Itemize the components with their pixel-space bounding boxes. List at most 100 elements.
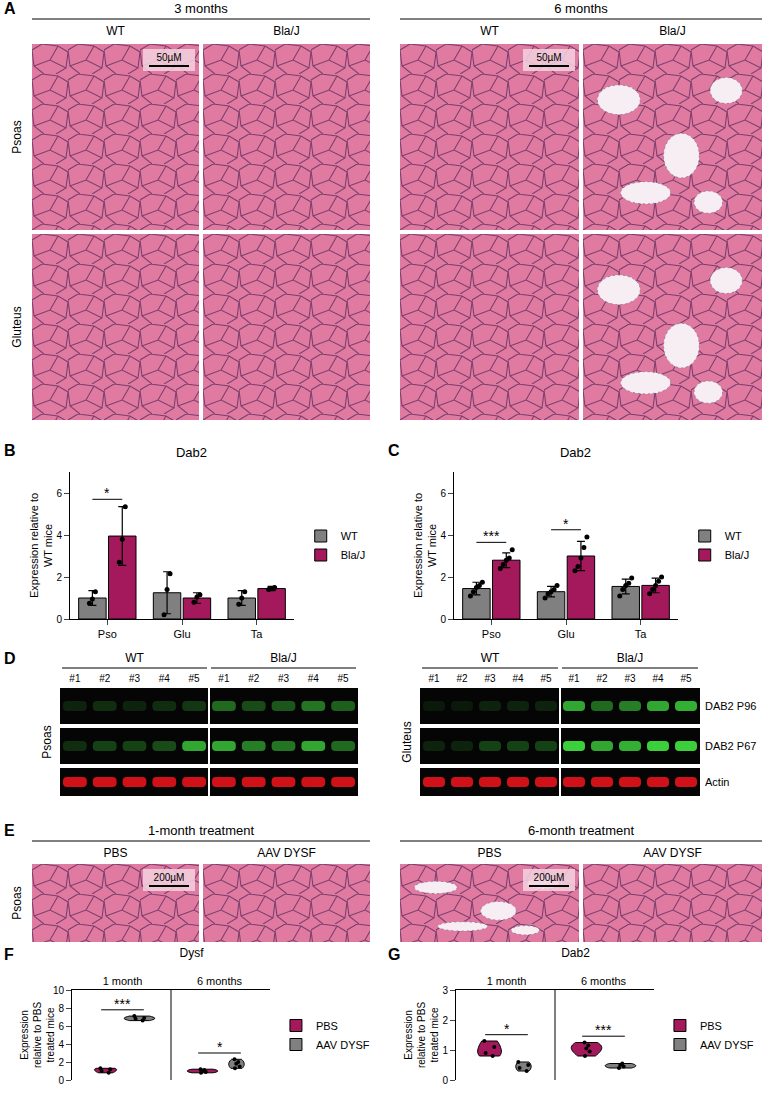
svg-text:0: 0 bbox=[440, 614, 446, 625]
svg-text:6: 6 bbox=[56, 488, 62, 499]
svg-text:Expressionrelative to PBStreat: Expressionrelative to PBStreated mice bbox=[403, 1002, 440, 1068]
svg-text:#1: #1 bbox=[568, 673, 580, 684]
svg-text:4: 4 bbox=[58, 1039, 64, 1050]
svg-text:Bla/J: Bla/J bbox=[341, 549, 365, 561]
svg-text:AAV DYSF: AAV DYSF bbox=[257, 846, 315, 860]
svg-text:#1: #1 bbox=[428, 673, 440, 684]
svg-text:1 month: 1 month bbox=[103, 975, 143, 987]
svg-text:Bla/J: Bla/J bbox=[270, 651, 297, 665]
svg-text:Ta: Ta bbox=[635, 628, 648, 640]
svg-text:#2: #2 bbox=[456, 673, 468, 684]
svg-text:Bla/J: Bla/J bbox=[273, 24, 300, 38]
svg-text:0: 0 bbox=[442, 1075, 448, 1086]
svg-text:Expressionrelative to PBStreat: Expressionrelative to PBStreated mice bbox=[19, 1002, 56, 1068]
svg-text:200µM: 200µM bbox=[534, 872, 565, 883]
svg-text:0: 0 bbox=[58, 1075, 64, 1086]
svg-text:WT: WT bbox=[725, 530, 742, 542]
svg-text:50µM: 50µM bbox=[536, 52, 561, 63]
svg-text:10: 10 bbox=[53, 985, 65, 996]
svg-text:WT: WT bbox=[106, 24, 125, 38]
svg-text:200µM: 200µM bbox=[154, 872, 185, 883]
svg-text:#1: #1 bbox=[69, 673, 81, 684]
svg-text:Pso: Pso bbox=[482, 628, 501, 640]
svg-text:***: *** bbox=[483, 528, 500, 544]
svg-text:Bla/J: Bla/J bbox=[725, 549, 749, 561]
svg-text:PBS: PBS bbox=[477, 846, 501, 860]
svg-text:#1: #1 bbox=[218, 673, 230, 684]
svg-text:#2: #2 bbox=[596, 673, 608, 684]
svg-text:AAV DYSF: AAV DYSF bbox=[643, 846, 701, 860]
svg-text:*: * bbox=[217, 1039, 223, 1055]
svg-text:WT: WT bbox=[341, 530, 358, 542]
svg-text:2: 2 bbox=[56, 572, 62, 583]
svg-text:Glu: Glu bbox=[173, 628, 190, 640]
svg-text:***: *** bbox=[114, 996, 131, 1012]
svg-text:PBS: PBS bbox=[103, 846, 127, 860]
svg-text:AAV DYSF: AAV DYSF bbox=[700, 1039, 754, 1051]
svg-text:2: 2 bbox=[440, 572, 446, 583]
svg-text:1-month treatment: 1-month treatment bbox=[148, 823, 255, 838]
svg-text:#5: #5 bbox=[680, 673, 692, 684]
svg-text:6: 6 bbox=[440, 488, 446, 499]
svg-text:50µM: 50µM bbox=[156, 52, 181, 63]
svg-text:Bla/J: Bla/J bbox=[617, 651, 644, 665]
svg-text:PBS: PBS bbox=[316, 1020, 338, 1032]
svg-text:6: 6 bbox=[58, 1021, 64, 1032]
svg-text:#4: #4 bbox=[512, 673, 524, 684]
svg-text:#5: #5 bbox=[338, 673, 350, 684]
svg-text:Gluteus: Gluteus bbox=[400, 721, 414, 762]
svg-text:Dab2: Dab2 bbox=[561, 946, 590, 960]
svg-text:6-month treatment: 6-month treatment bbox=[528, 823, 635, 838]
svg-text:AAV DYSF: AAV DYSF bbox=[316, 1039, 370, 1051]
svg-text:Ta: Ta bbox=[251, 628, 264, 640]
svg-text:#2: #2 bbox=[99, 673, 111, 684]
svg-text:WT: WT bbox=[481, 651, 500, 665]
svg-text:*: * bbox=[504, 1021, 510, 1037]
svg-text:PBS: PBS bbox=[700, 1020, 722, 1032]
svg-text:Actin: Actin bbox=[705, 776, 729, 788]
svg-text:Glu: Glu bbox=[557, 628, 574, 640]
html-text:G: G bbox=[388, 946, 401, 963]
svg-text:2: 2 bbox=[442, 1015, 448, 1026]
svg-text:WT: WT bbox=[125, 651, 144, 665]
svg-text:#2: #2 bbox=[248, 673, 260, 684]
svg-text:2: 2 bbox=[58, 1057, 64, 1068]
svg-text:Dysf: Dysf bbox=[180, 946, 205, 960]
svg-text:0: 0 bbox=[56, 614, 62, 625]
svg-text:Dab2: Dab2 bbox=[176, 445, 207, 460]
svg-text:3 months: 3 months bbox=[174, 1, 228, 16]
svg-text:Pso: Pso bbox=[98, 628, 117, 640]
svg-text:8: 8 bbox=[58, 1003, 64, 1014]
svg-text:*: * bbox=[563, 516, 569, 532]
svg-text:6 months: 6 months bbox=[197, 975, 243, 987]
svg-text:#4: #4 bbox=[308, 673, 320, 684]
svg-text:Psoas: Psoas bbox=[10, 120, 24, 153]
svg-text:DAB2 P96: DAB2 P96 bbox=[705, 700, 756, 712]
svg-text:#3: #3 bbox=[278, 673, 290, 684]
svg-text:#4: #4 bbox=[159, 673, 171, 684]
svg-text:Expression relative toWT mice: Expression relative toWT mice bbox=[412, 493, 438, 598]
svg-text:#5: #5 bbox=[540, 673, 552, 684]
svg-text:3: 3 bbox=[442, 985, 448, 996]
svg-text:6 months: 6 months bbox=[581, 975, 627, 987]
svg-text:#5: #5 bbox=[189, 673, 201, 684]
svg-text:Psoas: Psoas bbox=[10, 886, 24, 919]
svg-text:Dab2: Dab2 bbox=[560, 445, 591, 460]
svg-text:Expression relative toWT mice: Expression relative toWT mice bbox=[28, 493, 54, 598]
svg-text:Bla/J: Bla/J bbox=[659, 24, 686, 38]
svg-text:1: 1 bbox=[442, 1045, 448, 1056]
svg-text:1 month: 1 month bbox=[487, 975, 527, 987]
svg-text:#3: #3 bbox=[624, 673, 636, 684]
svg-text:6 months: 6 months bbox=[554, 1, 608, 16]
svg-text:WT: WT bbox=[480, 24, 499, 38]
svg-text:Psoas: Psoas bbox=[40, 725, 54, 758]
svg-text:***: *** bbox=[595, 1022, 612, 1038]
svg-text:4: 4 bbox=[56, 530, 62, 541]
svg-text:*: * bbox=[104, 485, 110, 501]
svg-text:#4: #4 bbox=[652, 673, 664, 684]
svg-text:Gluteus: Gluteus bbox=[10, 306, 24, 347]
svg-text:#3: #3 bbox=[129, 673, 141, 684]
svg-text:DAB2 P67: DAB2 P67 bbox=[705, 740, 756, 752]
svg-text:#3: #3 bbox=[484, 673, 496, 684]
svg-text:4: 4 bbox=[440, 530, 446, 541]
